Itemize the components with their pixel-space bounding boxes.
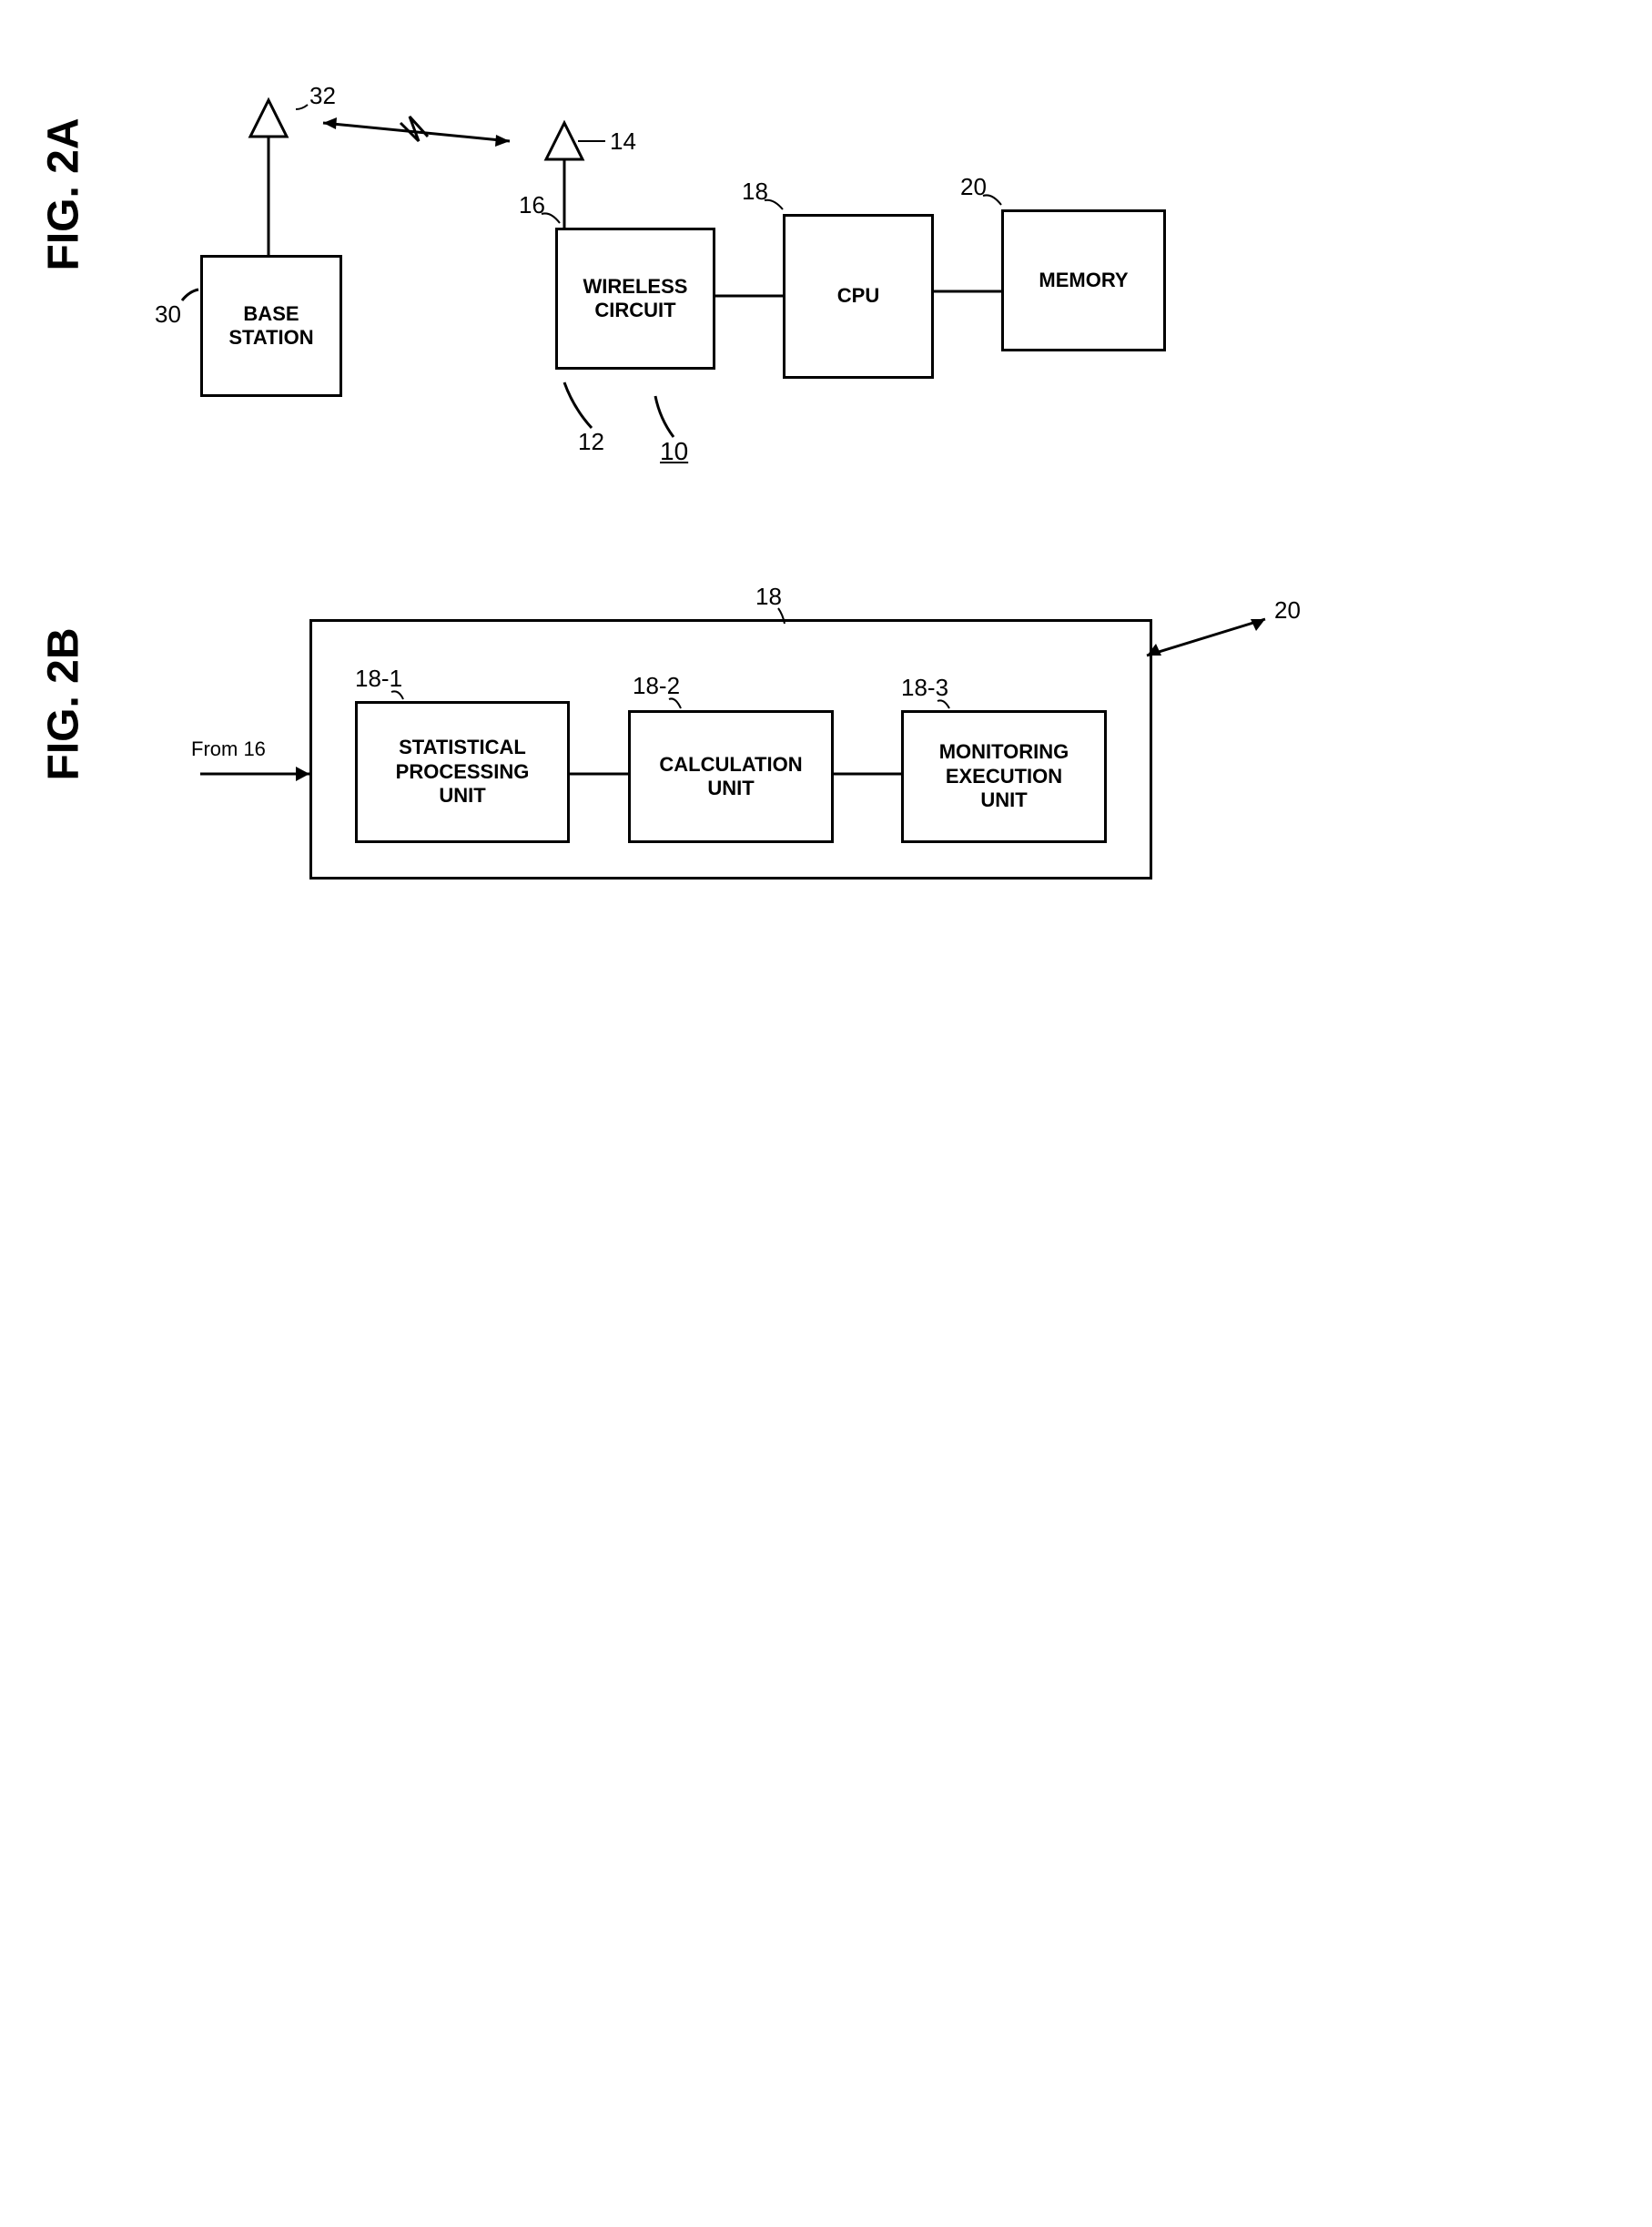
ref-18-3: 18-3 (901, 674, 948, 702)
cpu-box: CPU (783, 214, 934, 379)
ref-32: 32 (309, 82, 336, 110)
fig-2a-diagram: BASE STATION WIRELESS CIRCUIT CPU MEMORY… (146, 36, 1238, 492)
statistical-processing-box: STATISTICAL PROCESSING UNIT (355, 701, 570, 843)
fig-2b-diagram: STATISTICAL PROCESSING UNIT CALCULATION … (146, 564, 1238, 929)
ref-20: 20 (960, 173, 987, 201)
input-from-16: From 16 (191, 737, 266, 761)
figure-2b-container: FIG. 2B STATISTICAL PROC (36, 564, 1616, 929)
ref-18-2: 18-2 (633, 672, 680, 700)
wireless-circuit-box: WIRELESS CIRCUIT (555, 228, 715, 370)
base-station-box: BASE STATION (200, 255, 342, 397)
ref-16: 16 (519, 191, 545, 219)
ref-18: 18 (742, 178, 768, 206)
memory-box: MEMORY (1001, 209, 1166, 351)
calculation-box: CALCULATION UNIT (628, 710, 834, 843)
fig-2a-label: FIG. 2A (39, 217, 89, 271)
ref-18-1: 18-1 (355, 665, 402, 693)
figure-2a-container: FIG. 2A (36, 36, 1616, 492)
ref-10: 10 (660, 437, 688, 466)
fig-2b-label: FIG. 2B (39, 727, 89, 781)
ref-20-out: 20 (1274, 596, 1301, 625)
ref-18-outer: 18 (755, 583, 782, 611)
monitoring-box: MONITORING EXECUTION UNIT (901, 710, 1107, 843)
ref-14: 14 (610, 127, 636, 156)
ref-12: 12 (578, 428, 604, 456)
ref-30: 30 (155, 300, 181, 329)
